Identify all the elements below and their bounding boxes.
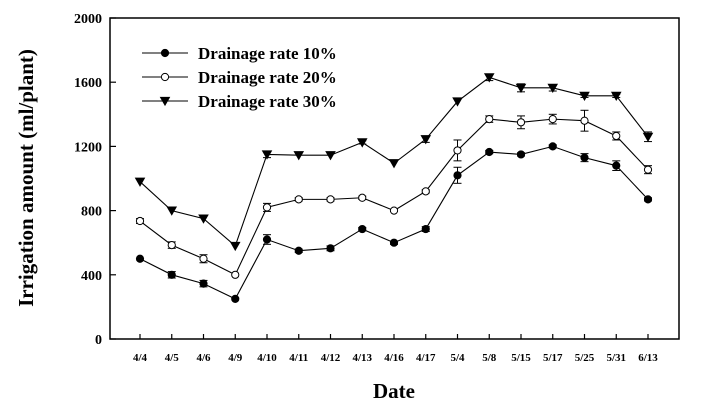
series-1 — [135, 142, 653, 303]
data-point — [610, 91, 622, 102]
data-point — [262, 235, 272, 244]
legend-marker — [159, 96, 171, 107]
data-point — [199, 279, 208, 288]
x-tick-label: 4/4 — [133, 352, 148, 364]
data-point — [198, 214, 209, 224]
data-point — [326, 244, 335, 253]
x-tick-label: 5/8 — [482, 352, 497, 364]
data-point — [229, 241, 241, 252]
data-point — [580, 116, 589, 125]
data-point — [326, 195, 335, 204]
series-2 — [135, 109, 653, 279]
data-point — [643, 165, 653, 174]
data-point — [485, 147, 494, 157]
data-point — [453, 171, 462, 180]
data-point — [135, 254, 145, 263]
y-axis: 0 400 800 1200 1600 2000 — [74, 12, 116, 348]
data-point — [389, 238, 399, 247]
data-point — [612, 131, 621, 141]
data-point — [485, 115, 494, 124]
legend-label: Drainage rate 20% — [198, 68, 337, 87]
y-tick-label: 2000 — [74, 12, 102, 27]
x-tick-label: 4/17 — [416, 352, 436, 364]
x-tick-label: 5/25 — [575, 352, 595, 364]
data-point — [516, 150, 526, 159]
data-point — [358, 224, 367, 234]
data-point — [421, 187, 430, 196]
data-point — [134, 177, 146, 187]
data-point — [483, 73, 495, 83]
data-point — [612, 161, 621, 170]
y-axis-title: Irrigation amount (ml/plant) — [14, 49, 38, 307]
data-point — [547, 83, 559, 93]
data-point — [420, 135, 432, 145]
y-tick-label: 0 — [95, 333, 102, 348]
x-tick-label: 5/17 — [543, 352, 563, 364]
data-point — [548, 115, 557, 124]
x-tick-label: 5/31 — [606, 352, 626, 364]
data-point — [642, 132, 654, 142]
data-point — [262, 203, 272, 212]
data-point — [548, 142, 557, 151]
legend-marker — [160, 48, 170, 58]
x-tick-label: 4/11 — [289, 352, 308, 364]
y-tick-label: 800 — [81, 205, 102, 220]
legend: Drainage rate 10% Drainage rate 20% Draina… — [142, 44, 337, 111]
x-tick-label: 4/6 — [196, 352, 211, 364]
data-point — [643, 195, 653, 204]
data-point — [580, 153, 589, 162]
data-point — [421, 224, 430, 234]
x-tick-label: 5/15 — [511, 352, 531, 364]
series-3 — [134, 73, 654, 252]
y-tick-label: 400 — [81, 269, 102, 284]
data-point — [452, 97, 463, 107]
data-point — [166, 206, 178, 216]
data-point — [261, 150, 273, 160]
x-tick-label: 5/4 — [450, 352, 465, 364]
legend-label: Drainage rate 30% — [198, 92, 337, 111]
data-point — [579, 91, 590, 102]
x-tick-label: 4/9 — [228, 352, 243, 364]
data-point — [167, 241, 176, 250]
plot-frame — [109, 17, 680, 340]
y-tick-label: 1600 — [74, 76, 102, 91]
y-tick-label: 1200 — [74, 140, 102, 155]
data-point — [389, 206, 399, 215]
x-tick-label: 4/16 — [384, 352, 404, 364]
data-point — [356, 138, 368, 148]
data-point — [325, 151, 336, 161]
data-point — [515, 83, 527, 93]
data-point — [135, 216, 145, 226]
data-point — [453, 146, 462, 155]
data-point — [167, 270, 176, 279]
series-line — [139, 118, 649, 276]
x-tick-label: 4/13 — [352, 352, 372, 364]
x-axis-title: Date — [373, 379, 415, 403]
data-point — [388, 159, 400, 169]
series-line — [139, 145, 649, 300]
legend-marker — [160, 72, 170, 82]
x-tick-label: 6/13 — [638, 352, 658, 364]
data-point — [358, 193, 367, 202]
x-tick-label: 4/12 — [321, 352, 341, 364]
x-tick-label: 4/10 — [257, 352, 277, 364]
legend-label: Drainage rate 10% — [198, 44, 337, 63]
data-point — [231, 294, 240, 303]
data-point — [231, 270, 240, 279]
data-point — [294, 195, 303, 204]
data-point — [199, 254, 208, 263]
x-axis: 4/4 4/5 4/6 4/9 4/10 4/11 4/12 4/13 4/16 4/17 5/4 5… — [133, 334, 658, 364]
x-tick-label: 4/5 — [165, 352, 180, 364]
data-point — [293, 151, 305, 161]
data-point — [516, 118, 526, 127]
series-layer — [134, 73, 654, 303]
data-point — [294, 246, 303, 255]
